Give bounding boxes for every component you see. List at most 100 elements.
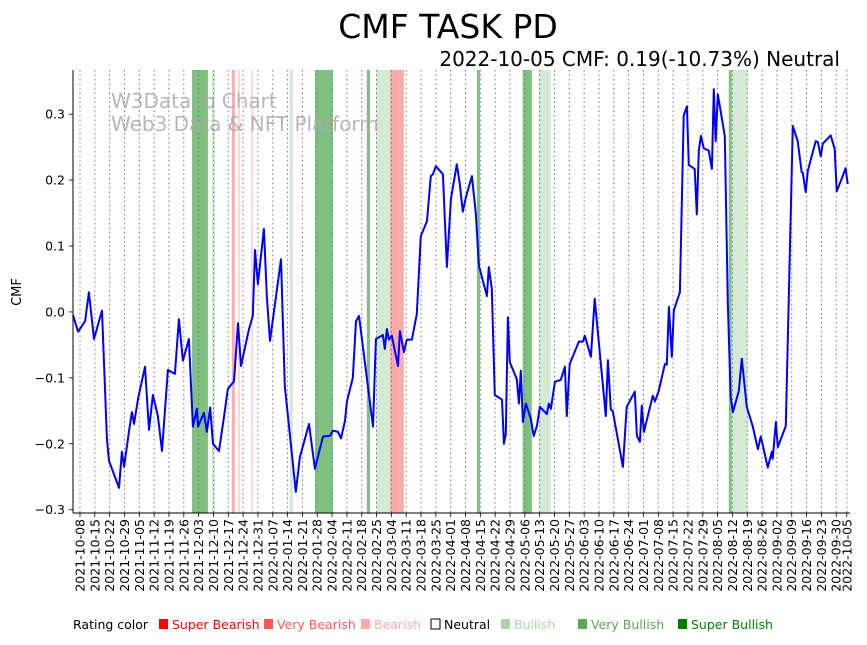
- x-tick-label: 2022-09-23: [814, 519, 829, 592]
- x-tick-label: 2022-09-02: [769, 519, 784, 592]
- legend-label: Bearish: [374, 617, 421, 632]
- y-tick-label: 0.1: [45, 239, 65, 254]
- x-tick-label: 2022-07-22: [680, 519, 695, 592]
- x-tick-label: 2022-05-27: [562, 519, 577, 592]
- x-tick-label: 2022-07-29: [695, 519, 710, 592]
- y-tick-label: −0.3: [35, 502, 65, 517]
- x-tick-label: 2022-03-25: [428, 519, 443, 592]
- x-tick-label: 2022-05-20: [547, 519, 562, 592]
- x-tick-label: 2021-10-08: [72, 519, 87, 592]
- x-tick-label: 2022-02-11: [339, 519, 354, 592]
- legend: Rating color Super Bearish Very Bearish Bea…: [73, 617, 773, 632]
- legend-label: Neutral: [444, 617, 490, 632]
- x-tick-label: 2022-06-17: [606, 519, 621, 592]
- x-tick-label: 2021-12-24: [236, 519, 251, 592]
- y-tick-label: −0.2: [35, 436, 65, 451]
- watermark-line-2: Web3 Data & NFT Platform: [111, 112, 379, 136]
- x-tick-label: 2022-02-18: [354, 519, 369, 592]
- rating-band-bullish: [538, 70, 551, 513]
- legend-swatch-super-bullish: [678, 619, 687, 629]
- x-tick-label: 2021-10-15: [87, 519, 102, 592]
- legend-swatch-neutral: [430, 618, 441, 630]
- rating-band-very-bullish: [192, 70, 208, 513]
- legend-swatch-bullish: [501, 619, 510, 629]
- x-tick-label: 2022-07-08: [651, 519, 666, 592]
- chart-subtitle: 2022-10-05 CMF: 0.19(-10.73%) Neutral: [439, 47, 840, 71]
- x-tick-label: 2022-08-05: [710, 519, 725, 592]
- axes: 2021-10-08 2021-10-15 2021-10-22 2021-10-29…: [35, 70, 854, 592]
- x-tick-label: 2021-12-17: [221, 519, 236, 592]
- legend-swatch-very-bullish: [578, 619, 587, 629]
- x-grid: [79, 70, 848, 513]
- x-tick-label: 2022-08-26: [755, 519, 770, 592]
- rating-band-very-bullish: [366, 70, 370, 513]
- x-tick-label: 2022-01-07: [265, 519, 280, 592]
- legend-label: Super Bearish: [172, 617, 260, 632]
- y-tick-label: 0.2: [45, 173, 65, 188]
- x-tick-label: 2022-10-05: [839, 519, 854, 592]
- rating-band-bullish: [728, 70, 748, 513]
- x-tick-label: 2022-08-19: [740, 519, 755, 592]
- chart-title: CMF TASK PD: [338, 7, 558, 46]
- y-tick-label: 0.0: [45, 304, 65, 319]
- x-tick-label: 2021-12-31: [250, 519, 265, 592]
- x-tick-label: 2021-11-26: [176, 519, 191, 592]
- legend-swatch-super-bearish: [159, 619, 168, 629]
- watermark-line-1: W3Data.io Chart: [111, 89, 277, 113]
- rating-band-very-bearish: [231, 70, 235, 513]
- rating-band-very-bullish: [476, 70, 480, 513]
- legend-swatch-bearish: [361, 619, 370, 629]
- x-tick-label: 2021-11-19: [161, 519, 176, 592]
- x-tick-label: 2022-03-11: [399, 519, 414, 592]
- x-tick-label: 2022-03-04: [384, 519, 399, 592]
- x-tick-label: 2022-07-15: [666, 519, 681, 592]
- x-tick-label: 2022-02-25: [369, 519, 384, 592]
- y-tick-label: 0.3: [45, 107, 65, 122]
- x-tick-label: 2021-12-10: [206, 519, 221, 592]
- rating-band-bullish: [289, 70, 293, 513]
- x-tick-label: 2021-12-03: [191, 519, 206, 592]
- legend-label: Super Bullish: [691, 617, 773, 632]
- x-tick-label: 2022-06-24: [621, 519, 636, 592]
- x-tick-label: 2022-06-10: [591, 519, 606, 592]
- x-tick-label: 2021-10-22: [102, 519, 117, 592]
- x-tick-label: 2022-01-14: [280, 519, 295, 592]
- legend-swatch-very-bearish: [264, 619, 273, 629]
- x-tick-label: 2022-03-18: [414, 519, 429, 592]
- x-tick-label: 2022-01-28: [310, 519, 325, 592]
- x-tick-label: 2022-09-16: [799, 519, 814, 592]
- rating-band-very-bullish: [314, 70, 333, 513]
- x-tick-label: 2022-02-04: [325, 519, 340, 592]
- rating-band-very-bearish: [389, 70, 404, 513]
- x-tick-label: 2021-11-05: [132, 519, 147, 592]
- x-tick-label: 2022-01-21: [295, 519, 310, 592]
- y-tick-label: −0.1: [35, 370, 65, 385]
- x-tick-label: 2022-04-08: [458, 519, 473, 592]
- rating-band-very-bullish: [522, 70, 532, 513]
- y-axis-label: CMF: [10, 278, 25, 306]
- legend-label: Very Bearish: [277, 617, 356, 632]
- x-tick-label: 2022-06-03: [577, 519, 592, 592]
- x-tick-label: 2022-04-15: [473, 519, 488, 592]
- x-tick-label: 2022-04-22: [488, 519, 503, 592]
- x-tick-label: 2022-04-01: [443, 519, 458, 592]
- x-tick-label: 2022-04-29: [503, 519, 518, 592]
- series-layer: [72, 88, 849, 493]
- x-tick-label: 2022-05-06: [517, 519, 532, 592]
- legend-title: Rating color: [73, 617, 149, 632]
- x-tick-label: 2021-10-29: [117, 519, 132, 592]
- rating-band-bearish: [238, 70, 240, 513]
- cmf-line: [72, 88, 849, 493]
- x-tick-label: 2022-05-13: [532, 519, 547, 592]
- x-tick-label: 2022-08-12: [725, 519, 740, 592]
- rating-band-very-bullish: [728, 70, 732, 513]
- x-tick-label: 2022-07-01: [636, 519, 651, 592]
- x-tick-label: 2021-11-12: [147, 519, 162, 592]
- legend-label: Bullish: [514, 617, 555, 632]
- rating-band-bearish: [250, 70, 253, 513]
- x-tick-label: 2022-09-30: [829, 519, 844, 592]
- rating-bands: [192, 70, 748, 513]
- x-tick-label: 2022-09-09: [784, 519, 799, 592]
- legend-label: Very Bullish: [591, 617, 664, 632]
